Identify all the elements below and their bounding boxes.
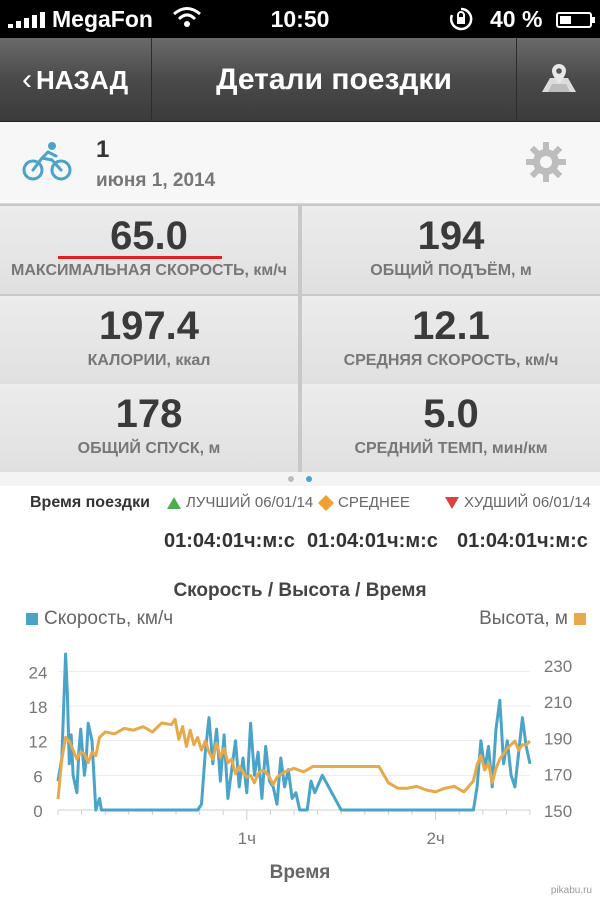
stat-total-descent: 178 ОБЩИЙ СПУСК, м [0,384,298,472]
chart-title: Скорость / Высота / Время [173,580,427,601]
x-axis-label: Время [269,862,331,883]
nav-bar: ‹ НАЗАД Детали поездки [0,38,600,122]
speed-series-line [56,652,532,812]
back-button-label: НАЗАД [36,64,129,95]
y-right-tick-label: 210 [544,693,572,712]
watermark: pikabu.ru [550,885,592,896]
legend-altitude: Высота, м [479,608,586,630]
y-left-tick-label: 18 [29,698,48,717]
y-right-tick-label: 150 [544,802,572,821]
diamond-icon [318,494,334,511]
red-underline [58,256,222,259]
y-left-tick-label: 24 [29,663,48,682]
trip-name: 1 [96,136,110,163]
x-tick-label: 1ч [238,829,256,848]
y-left-tick-label: 0 [33,802,42,821]
y-right-tick-label: 230 [544,657,572,676]
worst-time: 01:04:01ч:м:с [457,530,588,552]
trip-header: 1 июня 1, 2014 [0,122,600,204]
stat-label: ОБЩИЙ ПОДЪЁМ, м [370,262,532,279]
average-label: СРЕДНЕЕ [338,494,410,511]
map-button[interactable] [516,38,600,122]
page-dot[interactable] [288,476,294,482]
wifi-icon [172,6,202,34]
worst-label: ХУДШИЙ 06/01/14 [464,494,591,511]
stat-value: 178 [115,392,183,436]
altitude-series-line [56,717,532,800]
status-time: 10:50 [270,6,330,32]
battery-icon [556,12,595,28]
worst-trip: ХУДШИЙ 06/01/14 [444,494,591,511]
stat-avg-pace: 5.0 СРЕДНИЙ ТЕМП, мин/км [302,384,600,472]
legend-speed: Скорость, км/ч [26,608,173,630]
rotation-lock-icon [448,6,474,38]
stat-label: КАЛОРИИ, ккал [87,352,211,369]
map-pin-icon [541,64,576,92]
legend-swatch-altitude [574,613,586,625]
stat-label: СРЕДНИЙ ТЕМП, мин/км [354,440,548,457]
carrier-name: MegaFon [52,6,153,32]
signal-icon [8,12,45,28]
bicycle-icon [22,142,72,181]
back-button[interactable]: ‹ НАЗАД [0,38,152,122]
stat-calories: 197.4 КАЛОРИИ, ккал [0,296,298,384]
triangle-down-icon [445,496,459,509]
average-time: 01:04:01ч:м:с [307,530,438,552]
legend-swatch-speed [26,613,38,625]
best-trip: ЛУЧШИЙ 06/01/14 [166,494,313,511]
stat-max-speed: 65.0 МАКСИМАЛЬНАЯ СКОРОСТЬ, км/ч [0,206,298,294]
trip-date: июня 1, 2014 [96,170,216,191]
stat-value: 194 [417,214,485,258]
stat-value: 197.4 [98,304,200,348]
trip-time-summary: Время поездки ЛУЧШИЙ 06/01/14 СРЕДНЕЕ ХУ… [0,486,600,566]
stats-grid: 65.0 МАКСИМАЛЬНАЯ СКОРОСТЬ, км/ч 194 ОБЩ… [0,204,600,472]
average-trip: СРЕДНЕЕ [318,494,410,511]
y-right-tick-label: 170 [544,766,572,785]
y-left-tick-label: 6 [33,767,42,786]
stat-value: 12.1 [412,304,490,348]
y-left-tick-label: 12 [29,733,48,752]
chart-canvas: 0 6 12 18 24 150 170 190 210 230 1ч 2ч [29,652,572,848]
stat-avg-speed: 12.1 СРЕДНЯЯ СКОРОСТЬ, км/ч [302,296,600,384]
page-indicator[interactable] [0,474,600,486]
legend-speed-label: Скорость, км/ч [44,608,174,629]
legend-altitude-label: Высота, м [479,608,568,629]
best-label: ЛУЧШИЙ 06/01/14 [186,494,314,511]
page-title: Детали поездки [216,63,452,96]
y-right-tick-label: 190 [544,729,572,748]
stat-label: МАКСИМАЛЬНАЯ СКОРОСТЬ, км/ч [11,262,287,279]
chevron-left-icon: ‹ [22,63,32,96]
status-bar: MegaFon 10:50 40 % [0,0,600,38]
stat-label: СРЕДНЯЯ СКОРОСТЬ, км/ч [343,352,559,369]
x-tick-label: 2ч [426,829,444,848]
speed-altitude-chart[interactable]: 0 6 12 18 24 150 170 190 210 230 1ч 2ч Скорость / В… [0,566,600,900]
best-time: 01:04:01ч:м:с [164,530,295,552]
page-dot-active[interactable] [306,476,312,482]
stat-value: 65.0 [110,214,188,258]
gear-icon[interactable] [524,140,568,184]
stat-total-ascent: 194 ОБЩИЙ ПОДЪЁМ, м [302,206,600,294]
triangle-up-icon [167,496,181,509]
battery-percent: 40 % [490,6,543,32]
stat-label: ОБЩИЙ СПУСК, м [77,440,221,457]
trip-time-label: Время поездки [30,494,150,511]
stat-value: 5.0 [423,392,479,436]
